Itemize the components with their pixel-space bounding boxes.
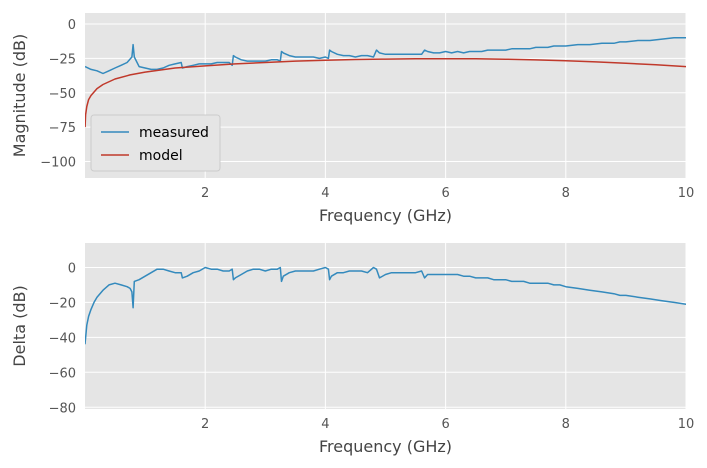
- magnitude-series-model-line: [85, 57, 686, 128]
- magnitude-y-tick-label: −75: [49, 121, 76, 136]
- magnitude-x-tick-label: 2: [201, 186, 209, 201]
- delta-plot-area: [85, 243, 686, 409]
- delta-y-tick-label: −40: [49, 331, 76, 346]
- magnitude-y-axis-label: Magnitude (dB): [10, 34, 29, 157]
- delta-series-delta-line: [85, 266, 686, 345]
- delta-y-tick-label: 0: [68, 261, 76, 276]
- delta-x-tick-label: 4: [321, 417, 329, 432]
- delta-x-tick-label: 2: [201, 417, 209, 432]
- magnitude-y-tick-label: −100: [40, 156, 76, 171]
- delta-x-tick-label: 6: [441, 417, 449, 432]
- magnitude-y-tick-label: −50: [49, 87, 76, 102]
- delta-plot: 2 4 6 8 10 0 −20 −40 −60 −80 Frequency (GHz) Delta …: [10, 243, 694, 456]
- delta-x-tick-label: 8: [562, 417, 570, 432]
- delta-y-tick-label: −80: [49, 401, 76, 416]
- magnitude-legend-label-model: model: [139, 148, 183, 164]
- magnitude-y-tick-label: 0: [68, 18, 76, 33]
- magnitude-x-tick-label: 8: [562, 186, 570, 201]
- magnitude-plot: 2 4 6 8 10 0 −25 −50 −75 −100 Frequency (GHz) Magni…: [10, 13, 694, 225]
- magnitude-legend-frame: [90, 114, 221, 172]
- magnitude-legend: measured model: [90, 114, 221, 172]
- delta-x-axis-label: Frequency (GHz): [319, 437, 452, 456]
- magnitude-y-tick-label: −25: [49, 52, 76, 67]
- delta-x-tick-label: 10: [678, 417, 695, 432]
- magnitude-x-tick-label: 4: [321, 186, 329, 201]
- magnitude-x-axis-label: Frequency (GHz): [319, 206, 452, 225]
- magnitude-legend-label-measured: measured: [139, 125, 209, 141]
- delta-y-tick-label: −60: [49, 366, 76, 381]
- delta-y-tick-label: −20: [49, 296, 76, 311]
- magnitude-series-measured-line: [85, 37, 686, 75]
- delta-y-axis-label: Delta (dB): [10, 285, 29, 366]
- magnitude-x-tick-label: 6: [441, 186, 449, 201]
- magnitude-x-tick-label: 10: [678, 186, 695, 201]
